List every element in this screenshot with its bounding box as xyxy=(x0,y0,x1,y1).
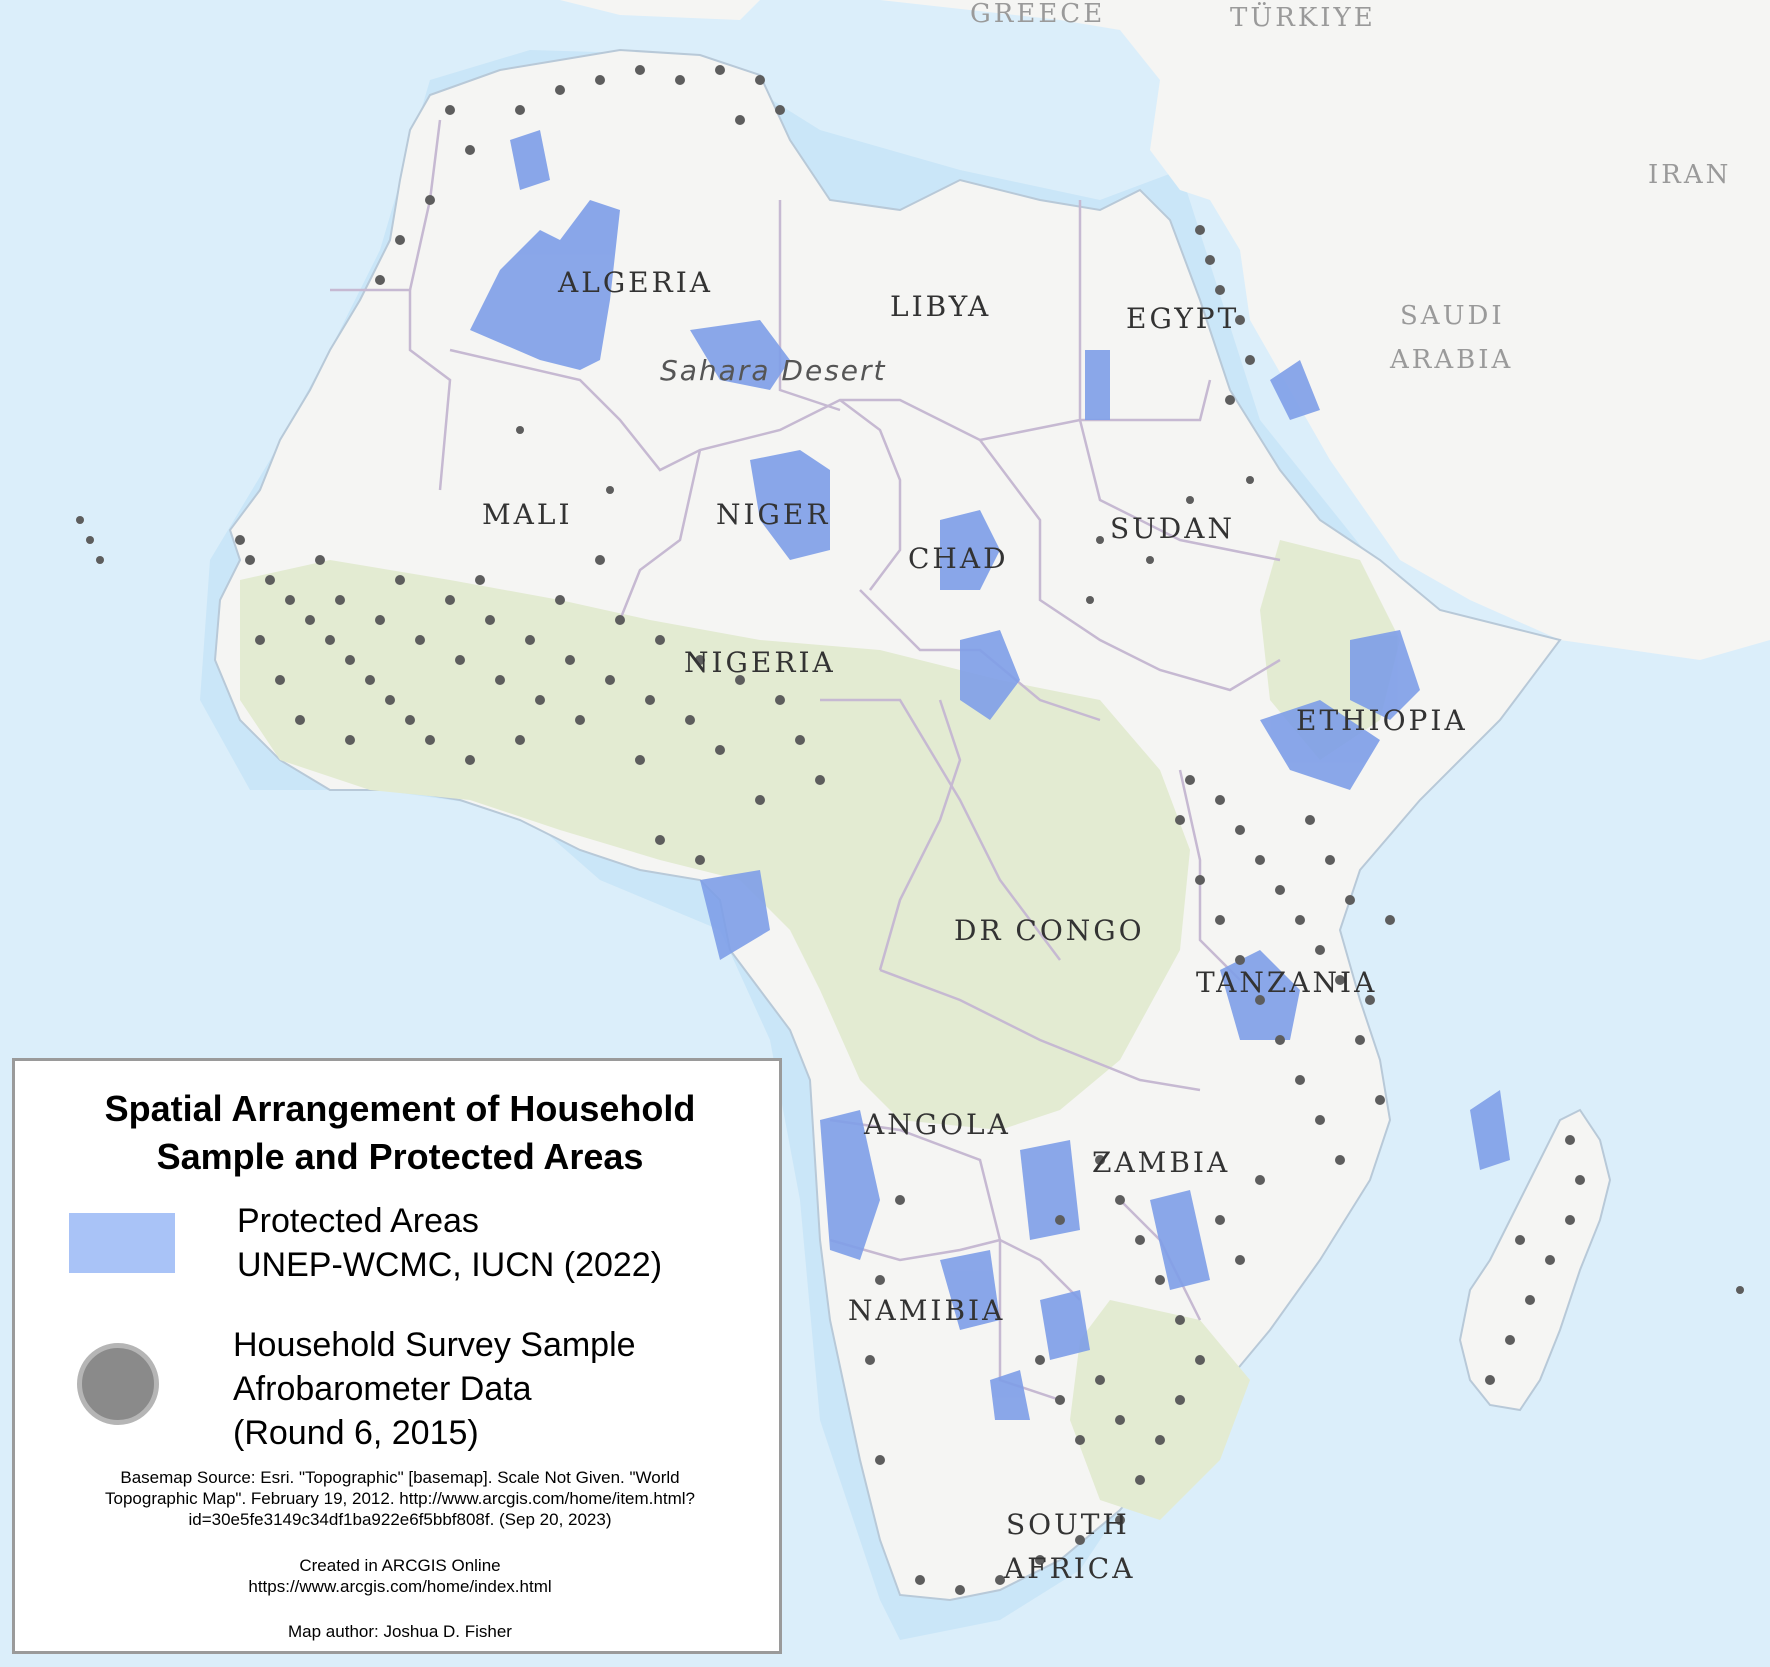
legend-title-line-1: Spatial Arrangement of Household xyxy=(104,1088,696,1129)
madagascar-cluster xyxy=(1485,1135,1585,1385)
created-in-line-2: https://www.arcgis.com/home/index.html xyxy=(248,1577,552,1596)
label-namibia: NAMIBIA xyxy=(848,1294,1005,1327)
label-libya: LIBYA xyxy=(890,290,991,323)
label-angola: ANGOLA xyxy=(863,1108,1011,1141)
east-africa-cluster xyxy=(1175,775,1395,1165)
label-algeria: ALGERIA xyxy=(557,266,713,299)
label-ethiopia: ETHIOPIA xyxy=(1296,704,1468,737)
madagascar-land xyxy=(1458,1108,1612,1412)
basemap-source-line-2: Topographic Map". February 19, 2012. htt… xyxy=(105,1489,695,1508)
protected-areas-source: UNEP-WCMC, IUCN (2022) xyxy=(237,1246,663,1284)
created-in-line-1: Created in ARCGIS Online xyxy=(299,1556,501,1575)
southern-green xyxy=(1070,1300,1250,1520)
protected-areas-label: Protected Areas xyxy=(237,1202,479,1240)
forest-belt xyxy=(240,560,1190,1130)
label-iran: IRAN xyxy=(1648,160,1731,190)
label-sahara-desert: Sahara Desert xyxy=(660,354,887,387)
label-turkiye: TÜRKIYE xyxy=(1230,1,1376,33)
household-sample-round: (Round 6, 2015) xyxy=(233,1414,479,1452)
label-sudan: SUDAN xyxy=(1110,512,1235,545)
label-saudi: SAUDI xyxy=(1400,301,1505,331)
legend-title-line-2: Sample and Protected Areas xyxy=(156,1136,644,1177)
label-egypt: EGYPT xyxy=(1126,302,1239,335)
basemap-source-line-3: id=30e5fe3149c34df1ba922e6f5bbf808f. (Se… xyxy=(188,1510,612,1529)
southern-africa-cluster xyxy=(865,1155,1265,1595)
legend-title: Spatial Arrangement of Household Sample … xyxy=(15,1085,785,1181)
north-africa-cluster xyxy=(375,65,1255,405)
label-africa: AFRICA xyxy=(1003,1552,1135,1585)
label-nigeria: NIGERIA xyxy=(684,646,836,679)
scattered-points xyxy=(76,426,1744,1294)
label-zambia: ZAMBIA xyxy=(1092,1146,1230,1179)
west-africa-cluster xyxy=(235,535,825,865)
household-sample-swatch xyxy=(77,1343,159,1425)
label-south: SOUTH xyxy=(1006,1508,1130,1541)
label-mali: MALI xyxy=(482,498,573,531)
household-sample-label: Household Survey Sample xyxy=(233,1326,636,1364)
household-sample-source: Afrobarometer Data xyxy=(233,1370,532,1408)
household-sample-points xyxy=(76,65,1744,1595)
label-dr-congo: DR CONGO xyxy=(954,914,1145,947)
label-arabia: ARABIA xyxy=(1389,345,1513,375)
basemap-source-line-1: Basemap Source: Esri. "Topographic" [bas… xyxy=(120,1468,680,1487)
label-chad: CHAD xyxy=(908,542,1009,575)
label-tanzania: TANZANIA xyxy=(1196,966,1377,999)
label-niger: NIGER xyxy=(716,498,830,531)
label-greece: GREECE xyxy=(970,0,1105,29)
mediterranean-islands xyxy=(560,0,760,20)
protected-areas-swatch xyxy=(69,1213,175,1273)
eurasia-land xyxy=(880,0,1770,660)
map-legend: Spatial Arrangement of Household Sample … xyxy=(12,1058,782,1654)
map-author: Map author: Joshua D. Fisher xyxy=(288,1622,512,1641)
